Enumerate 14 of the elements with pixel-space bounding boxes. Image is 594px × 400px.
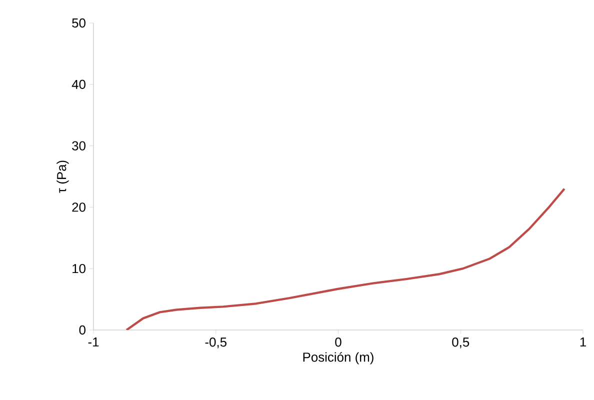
- x-tick-label: -0,5: [205, 338, 226, 348]
- x-tick-label: 0,5: [452, 338, 470, 348]
- line-series: [125, 188, 566, 330]
- x-tick-label: 1: [580, 338, 586, 346]
- x-tick-label: -1: [88, 338, 99, 346]
- y-tick-label: 40: [72, 80, 86, 89]
- x-axis-title: Posición (m): [303, 352, 374, 364]
- y-tick-label: 50: [72, 18, 86, 28]
- x-tick-label: 0: [335, 338, 342, 347]
- y-tick-label: 30: [72, 141, 86, 150]
- y-axis-title: τ (Pa): [56, 160, 69, 193]
- y-tick-label: 20: [72, 202, 86, 212]
- y-tick-label: 0: [79, 325, 86, 335]
- y-tick-label: 10: [72, 264, 86, 274]
